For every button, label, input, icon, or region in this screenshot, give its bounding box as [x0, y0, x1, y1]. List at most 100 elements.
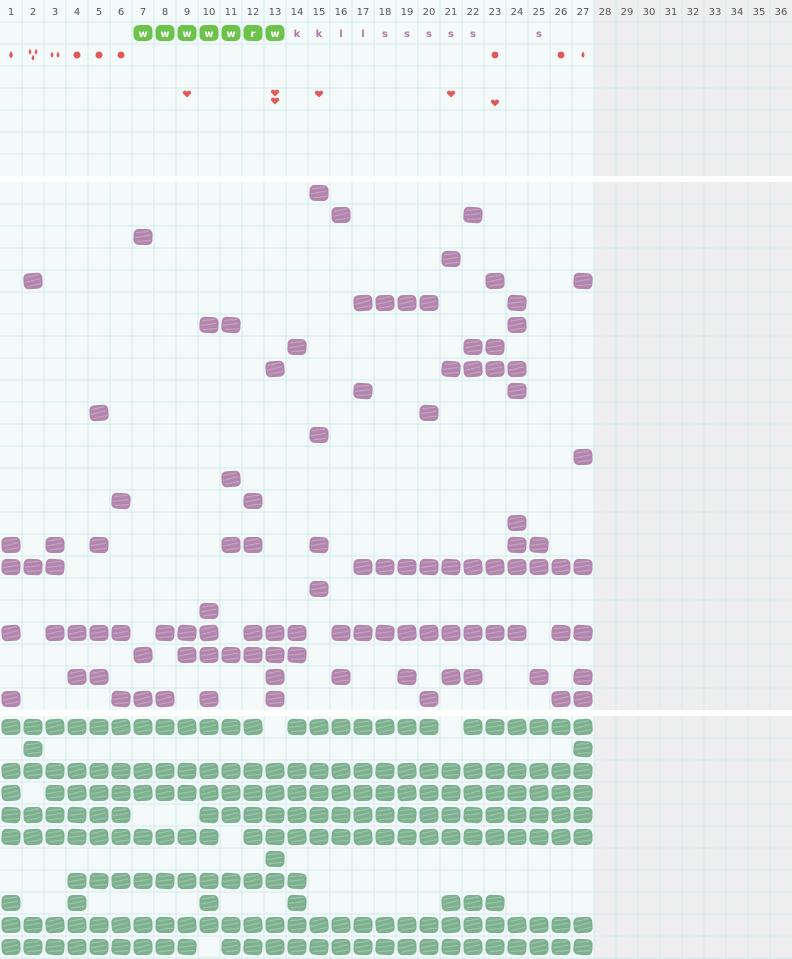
check-mark — [419, 624, 439, 642]
check-fill — [419, 404, 439, 422]
check-scribble — [244, 764, 261, 777]
check-mark — [133, 916, 153, 934]
check-mark — [573, 806, 593, 824]
check-mark — [67, 938, 87, 956]
check-scribble — [90, 720, 107, 733]
check-fill — [551, 938, 571, 956]
check-fill — [463, 828, 483, 846]
check-fill — [309, 762, 329, 780]
check-mark — [45, 938, 65, 956]
check-fill — [67, 784, 87, 802]
check-fill — [529, 536, 549, 554]
check-fill — [485, 272, 505, 290]
check-scribble — [200, 764, 218, 777]
check-scribble — [310, 786, 327, 799]
check-fill — [485, 360, 505, 378]
column-number: 10 — [203, 7, 216, 18]
check-mark — [507, 514, 527, 532]
check-mark — [507, 558, 527, 576]
check-fill — [507, 316, 527, 334]
check-mark — [199, 916, 219, 934]
check-fill — [287, 806, 307, 824]
check-scribble — [442, 560, 459, 573]
check-mark — [243, 938, 263, 956]
check-mark — [419, 718, 439, 736]
check-fill — [67, 938, 87, 956]
check-mark — [265, 806, 285, 824]
habit-letter: s — [404, 29, 410, 40]
check-scribble — [486, 830, 504, 843]
check-mark — [375, 806, 395, 824]
check-fill — [485, 338, 505, 356]
check-scribble — [266, 764, 284, 777]
check-fill — [573, 916, 593, 934]
check-fill — [287, 916, 307, 934]
check-mark — [89, 763, 109, 779]
check-scribble — [464, 786, 482, 799]
check-fill — [1, 828, 21, 846]
check-mark — [353, 382, 373, 400]
check-mark — [199, 647, 219, 663]
check-fill — [485, 784, 505, 802]
check-mark — [397, 294, 417, 312]
check-mark — [441, 916, 461, 934]
check-mark — [243, 829, 263, 845]
check-scribble — [376, 560, 394, 573]
check-fill — [331, 668, 351, 686]
check-mark — [507, 916, 527, 934]
check-fill — [243, 806, 263, 824]
check-fill — [573, 558, 593, 576]
check-scribble — [574, 626, 591, 639]
check-mark — [67, 806, 87, 824]
check-fill — [177, 646, 197, 664]
check-mark — [199, 806, 219, 824]
check-fill — [111, 624, 131, 642]
check-mark — [375, 938, 395, 956]
check-mark — [45, 624, 65, 642]
check-fill — [67, 895, 87, 911]
check-mark — [551, 806, 571, 824]
check-scribble — [2, 808, 19, 821]
check-scribble — [354, 940, 372, 953]
check-scribble — [2, 560, 19, 573]
habit-badge — [221, 25, 241, 41]
check-mark — [463, 828, 483, 846]
check-scribble — [508, 384, 525, 397]
check-scribble — [332, 670, 350, 683]
check-mark — [23, 558, 43, 576]
check-scribble — [530, 940, 548, 953]
check-scribble — [266, 808, 283, 821]
column-number: 8 — [162, 7, 168, 18]
check-scribble — [156, 786, 174, 799]
check-mark — [199, 718, 219, 736]
check-scribble — [2, 896, 20, 909]
check-scribble — [376, 940, 393, 953]
column-number: 12 — [247, 7, 260, 18]
check-fill — [243, 938, 263, 956]
check-fill — [419, 938, 439, 956]
check-fill — [551, 784, 571, 802]
check-fill — [463, 668, 483, 686]
check-fill — [221, 806, 241, 824]
check-mark — [441, 250, 461, 268]
check-fill — [45, 558, 65, 576]
check-mark — [243, 492, 263, 510]
check-fill — [309, 426, 329, 444]
check-mark — [177, 624, 197, 642]
check-mark — [463, 558, 483, 576]
check-scribble — [68, 670, 86, 683]
check-scribble — [200, 786, 218, 799]
check-fill — [463, 938, 483, 956]
check-scribble — [200, 808, 217, 821]
check-mark — [243, 784, 263, 802]
check-mark — [463, 718, 483, 736]
separator — [0, 710, 792, 716]
check-mark — [67, 624, 87, 642]
check-mark — [1, 624, 21, 642]
check-fill — [353, 382, 373, 400]
check-fill — [529, 668, 549, 686]
check-mark — [199, 762, 219, 780]
check-scribble — [244, 648, 261, 661]
check-scribble — [332, 764, 350, 777]
check-scribble — [46, 830, 64, 843]
